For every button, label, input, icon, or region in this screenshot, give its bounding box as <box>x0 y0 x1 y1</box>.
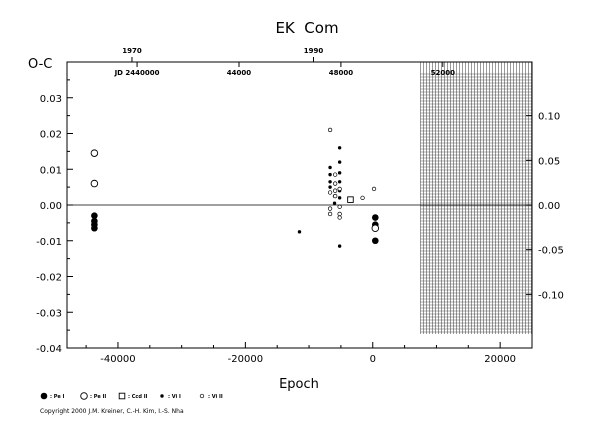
plot-area: -40000 -20000 0 20000 -0.04 -0.03 -0.02 -0.01 0.… <box>36 47 564 365</box>
x-tick-label: 0 <box>370 354 376 365</box>
x-tick-label: -20000 <box>228 354 263 365</box>
data-point <box>297 230 302 234</box>
x-tick-label: 20000 <box>484 354 516 365</box>
data-point <box>333 181 338 186</box>
jd-tick-label: 44000 <box>227 69 251 77</box>
right-y-tick-label: -0.05 <box>538 246 564 257</box>
legend-marker <box>199 393 205 399</box>
y-tick-label: -0.02 <box>36 273 62 284</box>
y-tick-label: 0.02 <box>40 130 62 141</box>
data-point <box>327 206 333 211</box>
legend-marker <box>80 392 88 400</box>
data-point <box>91 224 98 232</box>
data-point <box>337 196 342 200</box>
legend-marker <box>160 394 164 398</box>
y-tick-label: -0.04 <box>36 344 62 355</box>
legend-label: : Pe I <box>50 394 65 400</box>
y-tick-label: -0.01 <box>36 237 62 248</box>
x-axis-title: Epoch <box>279 377 319 392</box>
data-point <box>337 215 342 220</box>
data-point <box>328 180 332 184</box>
jd-tick-label: JD 2440000 <box>114 69 160 77</box>
data-point <box>332 201 337 205</box>
data-point <box>337 171 342 175</box>
data-point <box>328 185 332 189</box>
year-tick-label: 1970 <box>122 47 142 55</box>
legend-label: : Vi II <box>208 394 223 400</box>
y-tick-label: 0.03 <box>40 94 62 105</box>
data-point <box>327 127 333 133</box>
data-point <box>371 224 380 232</box>
data-point <box>90 149 99 157</box>
y-axis-title: O-C <box>28 57 52 72</box>
data-point <box>328 172 332 177</box>
y-tick-label: -0.03 <box>36 308 62 319</box>
y-tick-label: 0.01 <box>40 165 62 176</box>
year-tick-label: 1990 <box>304 47 324 55</box>
data-point <box>337 244 342 248</box>
data-point <box>327 190 333 195</box>
legend-marker <box>118 392 126 400</box>
legend-marker <box>40 392 48 400</box>
legend-label: : Pe II <box>90 394 106 400</box>
legend: : Pe I : Pe II : Ccd II : Vi I : Vi II <box>40 392 223 400</box>
data-point <box>371 186 377 192</box>
jd-tick-label: 48000 <box>329 69 353 77</box>
data-point <box>333 172 338 177</box>
data-point <box>337 204 342 209</box>
right-y-tick-label: 0.05 <box>538 156 560 167</box>
chart-title: EK Com <box>275 19 338 37</box>
data-point <box>337 211 342 217</box>
jd-tick-label: 52000 <box>431 69 455 77</box>
right-y-tick-label: -0.10 <box>538 290 564 301</box>
legend-label: : Vi I <box>168 394 181 400</box>
data-point <box>327 211 333 217</box>
right-y-tick-label: 0.00 <box>538 201 560 212</box>
data-point <box>91 212 98 220</box>
future-region <box>420 62 532 334</box>
data-point <box>337 180 342 184</box>
data-point <box>337 186 342 192</box>
y-tick-label: 0.00 <box>40 201 62 212</box>
data-point <box>347 196 354 203</box>
data-point <box>328 165 332 170</box>
legend-label: : Ccd II <box>128 394 148 400</box>
data-point <box>337 146 342 150</box>
data-point <box>372 214 379 221</box>
data-point <box>333 188 338 193</box>
data-point <box>360 195 365 201</box>
data-point <box>333 193 338 199</box>
data-point <box>90 179 99 188</box>
data-point <box>372 237 379 245</box>
x-tick-label: -40000 <box>100 354 135 365</box>
copyright-text: Copyright 2000 J.M. Kreiner, C.-H. Kim, … <box>40 408 184 415</box>
right-y-tick-label: 0.10 <box>538 112 560 123</box>
data-point <box>337 160 342 164</box>
